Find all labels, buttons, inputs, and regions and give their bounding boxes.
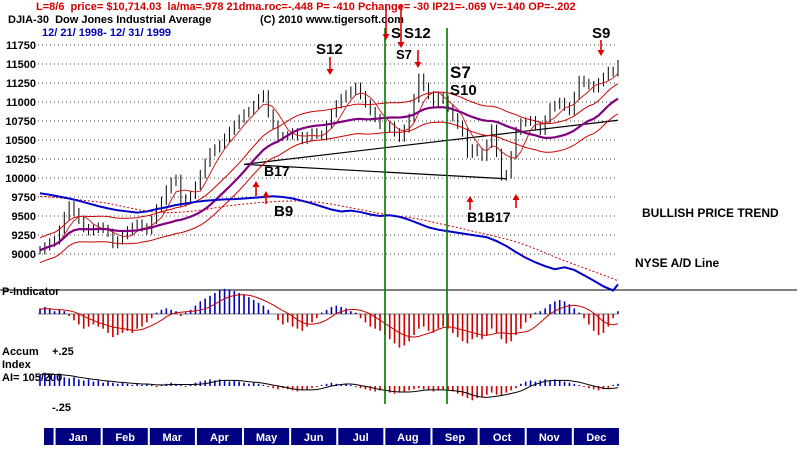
- nyse-ad-line: [39, 192, 619, 292]
- signal-label: S10: [450, 82, 477, 99]
- stats-line: L=8/6 price= $10,714.03 la/ma=.978 21dma…: [36, 1, 576, 13]
- arrow-head-icon: [397, 42, 405, 48]
- month-label: Mar: [163, 432, 183, 444]
- arrow-head-icon: [262, 191, 270, 197]
- month-label: Aug: [397, 432, 418, 444]
- arrow-head-icon: [414, 62, 422, 68]
- y-axis-label: 11500: [6, 59, 36, 71]
- y-axis-label: 11750: [6, 40, 36, 52]
- arrow-head-icon: [252, 181, 260, 187]
- signal-label: B1B17: [467, 209, 511, 225]
- arrow-head-icon: [597, 50, 605, 56]
- price-bars: [39, 60, 619, 255]
- arrow-head-icon: [382, 34, 390, 40]
- y-axis-label: 9500: [12, 211, 36, 223]
- month-axis: Jan Feb Mar Apr May Jun Jul Aug Sep Oct Nov Dec: [44, 428, 621, 445]
- trend-label: BULLISH PRICE TREND: [642, 206, 779, 220]
- y-axis-label: 9250: [12, 230, 36, 242]
- month-label: Nov: [539, 432, 561, 444]
- month-label: Jun: [304, 432, 324, 444]
- upper-band-line: [39, 83, 619, 239]
- y-axis-label: 9750: [12, 192, 36, 204]
- y-axis-label: 11000: [6, 97, 36, 109]
- ad-ma-line: [39, 195, 619, 282]
- signal-label: B9: [274, 203, 293, 220]
- accum-ma-line: [39, 373, 619, 398]
- arrow-head-icon: [326, 69, 334, 75]
- signal-label: S12: [404, 25, 431, 42]
- trendline: [243, 119, 619, 165]
- arrow-head-icon: [512, 194, 520, 200]
- y-axis-label: 10250: [5, 154, 36, 166]
- ad-line-label: NYSE A/D Line: [635, 256, 720, 270]
- month-label: Feb: [115, 432, 135, 444]
- month-label: Apr: [210, 432, 230, 444]
- date-range: 12/ 21/ 1998- 12/ 31/ 1999: [42, 27, 172, 39]
- accum-scale-top: +.25: [52, 346, 74, 358]
- symbol-title: DJIA-30 Dow Jones Industrial Average: [8, 14, 212, 26]
- trendline: [243, 163, 507, 180]
- lower-band-line: [39, 113, 619, 264]
- copyright: (C) 2010 www.tigersoft.com: [260, 14, 404, 26]
- month-label: Sep: [445, 432, 465, 444]
- y-axis-label: 10000: [5, 173, 36, 185]
- signal-label: S12: [316, 41, 343, 58]
- month-label: Oct: [493, 432, 512, 444]
- signal-label: S7: [450, 63, 471, 82]
- fast-ma-line: [39, 72, 619, 251]
- signal-label: B17: [264, 163, 290, 179]
- p-indicator-label: P-Indicator: [2, 286, 60, 298]
- accum-label: Accum: [2, 346, 39, 358]
- month-label: Dec: [586, 432, 606, 444]
- month-label: Jan: [69, 432, 88, 444]
- ma-21-line: [39, 97, 619, 252]
- month-label: Jul: [353, 432, 369, 444]
- signal-label: S7: [396, 47, 412, 62]
- signal-label: S: [391, 25, 401, 42]
- index-label: Index: [2, 359, 31, 371]
- month-label: May: [256, 432, 278, 444]
- y-axis-label: 9000: [12, 249, 36, 261]
- arrow-head-icon: [466, 196, 474, 202]
- p-indicator-ma-line: [39, 294, 619, 338]
- y-axis-label: 11250: [6, 78, 36, 90]
- ai-value-label: AI= 105/200: [2, 372, 63, 384]
- y-axis-label: 10750: [5, 116, 36, 128]
- accum-scale-bottom: -.25: [52, 402, 71, 414]
- signal-label: S9: [592, 25, 610, 42]
- y-axis-label: 10500: [5, 135, 36, 147]
